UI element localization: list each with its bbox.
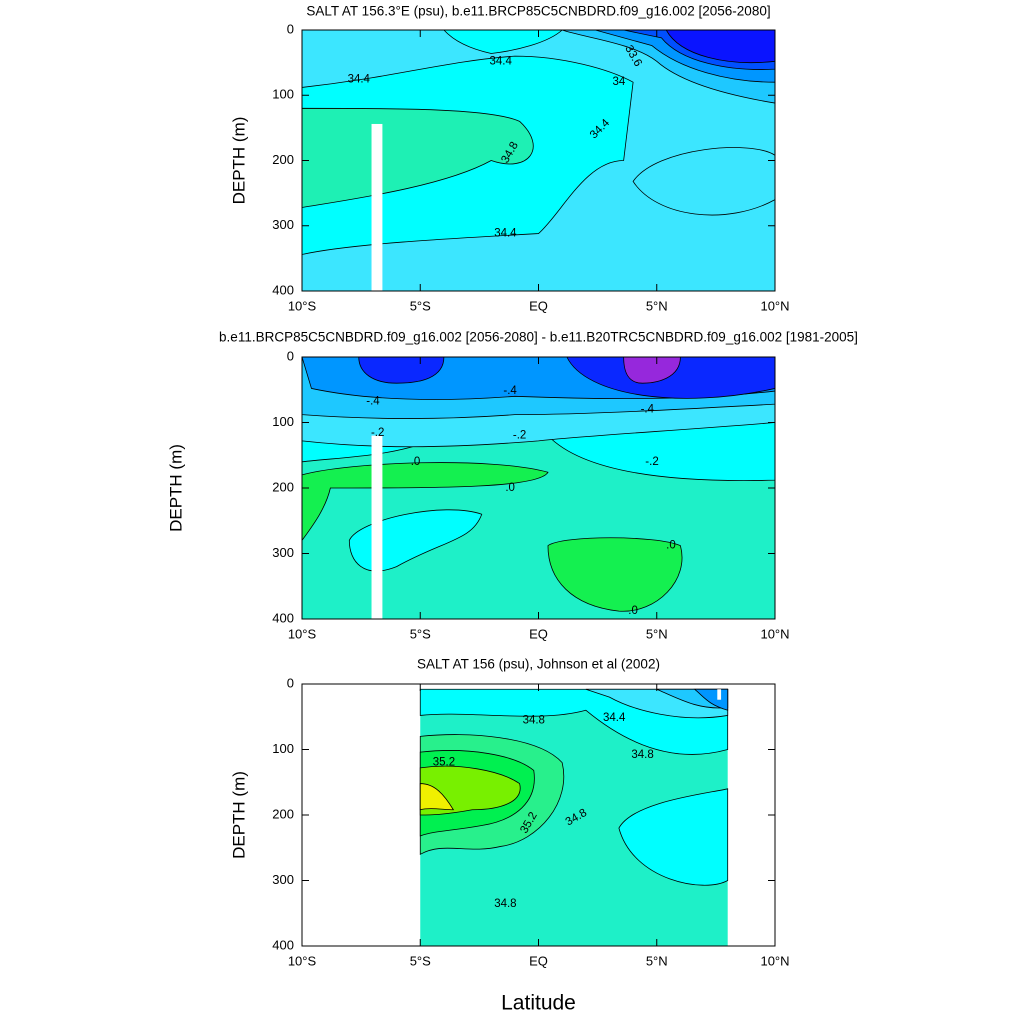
x-tick-label: 5°N (646, 298, 668, 313)
contour-fill (548, 538, 682, 612)
y-tick-label: 200 (272, 479, 294, 494)
contour-label: -.4 (366, 396, 380, 408)
chart-title: SALT AT 156.3°E (psu), b.e11.BRCP85C5CNB… (306, 4, 770, 19)
y-tick-label: 300 (272, 872, 294, 887)
y-tick-label: 0 (287, 348, 294, 363)
x-tick-label: 10°S (288, 953, 317, 968)
mask-bar (371, 123, 383, 292)
contour-fill (567, 357, 775, 398)
x-tick-label: 10°N (760, 298, 789, 313)
y-tick-label: 0 (287, 675, 294, 690)
contour-fill (624, 357, 681, 383)
contour-fill (444, 30, 562, 53)
y-axis-label: DEPTH (m) (229, 771, 248, 859)
contour-fill (302, 463, 548, 541)
contour-fill (420, 784, 453, 810)
contour-label: 34.4 (603, 712, 626, 724)
contour-label: 34.8 (631, 749, 653, 761)
chart-title: b.e11.BRCP85C5CNBDRD.f09_g16.002 [2056-2… (219, 330, 858, 345)
y-tick-label: 100 (272, 741, 294, 756)
chart-title: SALT AT 156 (psu), Johnson et al (2002) (417, 657, 660, 672)
contour-label: 34.8 (523, 715, 545, 727)
x-tick-label: EQ (529, 298, 548, 313)
x-tick-label: 5°S (410, 626, 431, 641)
y-axis-label: DEPTH (m) (229, 117, 248, 205)
y-tick-label: 100 (272, 87, 294, 102)
y-tick-label: 400 (272, 937, 294, 952)
x-axis-label: Latitude (501, 992, 576, 1015)
contour-label: .0 (666, 540, 676, 552)
x-tick-label: EQ (529, 953, 548, 968)
y-tick-label: 200 (272, 152, 294, 167)
x-tick-label: 5°S (410, 953, 431, 968)
y-axis-label: DEPTH (m) (166, 444, 185, 532)
y-tick-label: 300 (272, 545, 294, 560)
contour-label: -.2 (645, 456, 658, 468)
x-tick-label: 5°N (646, 626, 668, 641)
x-tick-label: 5°N (646, 953, 668, 968)
y-tick-label: 300 (272, 217, 294, 232)
contour-panel (420, 689, 727, 946)
contour-label: 34.4 (489, 55, 512, 67)
contour-label: .0 (505, 482, 515, 494)
contour-label: -.4 (641, 403, 655, 415)
contour-label: 35.2 (433, 757, 455, 769)
contour-label: 34 (613, 76, 626, 88)
y-tick-label: 100 (272, 414, 294, 429)
contour-label: 34.4 (494, 228, 517, 240)
contour-label: .0 (411, 456, 421, 468)
contour-label: 34.4 (348, 74, 371, 86)
mask-bar (717, 689, 722, 700)
contour-fill (359, 357, 444, 383)
x-tick-label: 10°S (288, 298, 317, 313)
y-tick-label: 0 (287, 21, 294, 36)
mask-bar (371, 435, 383, 619)
y-tick-label: 400 (272, 610, 294, 625)
contour-label: -.2 (371, 427, 384, 439)
x-tick-label: 10°N (760, 953, 789, 968)
x-tick-label: 5°S (410, 298, 431, 313)
x-tick-label: 10°N (760, 626, 789, 641)
contour-panel (302, 357, 775, 619)
contour-fill (619, 789, 728, 885)
y-tick-label: 400 (272, 282, 294, 297)
x-tick-label: EQ (529, 626, 548, 641)
contour-label: -.4 (503, 385, 517, 397)
contour-label: 34.8 (494, 898, 516, 910)
y-tick-label: 200 (272, 806, 294, 821)
x-tick-label: 10°S (288, 626, 317, 641)
contour-label: .0 (628, 605, 638, 617)
contour-label: -.2 (513, 430, 526, 442)
